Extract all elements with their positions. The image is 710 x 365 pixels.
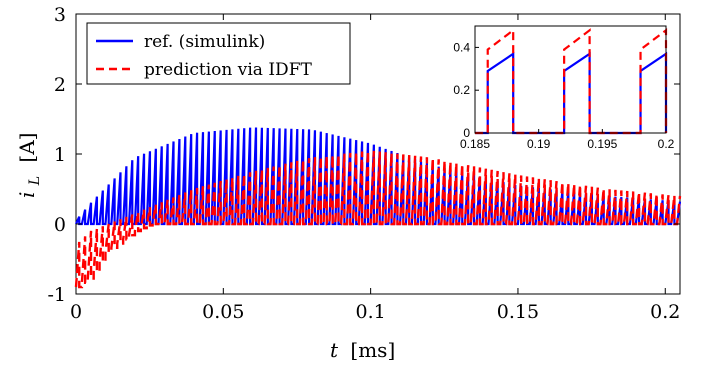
y-axis-unit: [A]: [15, 133, 39, 163]
inset-tick-labels: 0.185 0.19 0.195 0.2 0 0.2 0.4: [453, 40, 674, 151]
inset-axis-ticks: [474, 46, 667, 134]
main-series-group: [74, 127, 682, 289]
legend-box: [86, 22, 351, 85]
y-tick-label: 1: [54, 144, 66, 166]
x-tick-label: 0.05: [202, 301, 244, 323]
y-tick-label: 3: [54, 4, 66, 26]
y-axis-var: i: [15, 192, 39, 198]
inset-series-line-prediction: [475, 28, 668, 135]
inset-y-tick-label: 0: [463, 126, 470, 140]
inset-background: [430, 24, 668, 142]
y-axis-sub: L: [27, 176, 43, 186]
x-axis-unit: [ms]: [350, 338, 395, 362]
inset-y-tick-label: 0.4: [453, 40, 470, 54]
inset-x-tick-label: 0.195: [587, 137, 617, 151]
series-line-prediction: [74, 150, 682, 289]
x-axis-var: t: [330, 338, 339, 362]
x-tick-label: 0.1: [356, 301, 386, 323]
inset-y-tick-label: 0.2: [453, 83, 470, 97]
y-tick-label: 2: [54, 74, 66, 96]
main-axis-ticks: [75, 13, 680, 295]
y-axis-label: i L [A]: [15, 133, 44, 198]
y-tick-label: -1: [47, 284, 66, 306]
legend: ref. (simulink) prediction via IDFT: [86, 22, 351, 85]
x-tick-label: 0.2: [650, 301, 680, 323]
x-tick-label: 0: [70, 301, 82, 323]
legend-label-prediction: prediction via IDFT: [144, 60, 312, 80]
inset-series-group: [475, 28, 668, 135]
legend-label-ref: ref. (simulink): [144, 32, 265, 52]
inset-frame: [474, 25, 667, 134]
inset-x-tick-label: 0.19: [527, 137, 551, 151]
y-tick-label: 0: [54, 214, 66, 236]
inset-x-tick-label: 0.2: [658, 137, 675, 151]
inset-plot: 0.185 0.19 0.195 0.2 0 0.2 0.4: [430, 24, 675, 151]
inset-x-tick-label: 0.185: [460, 137, 490, 151]
x-tick-label: 0.15: [497, 301, 539, 323]
x-axis-label: t [ms]: [330, 338, 395, 362]
